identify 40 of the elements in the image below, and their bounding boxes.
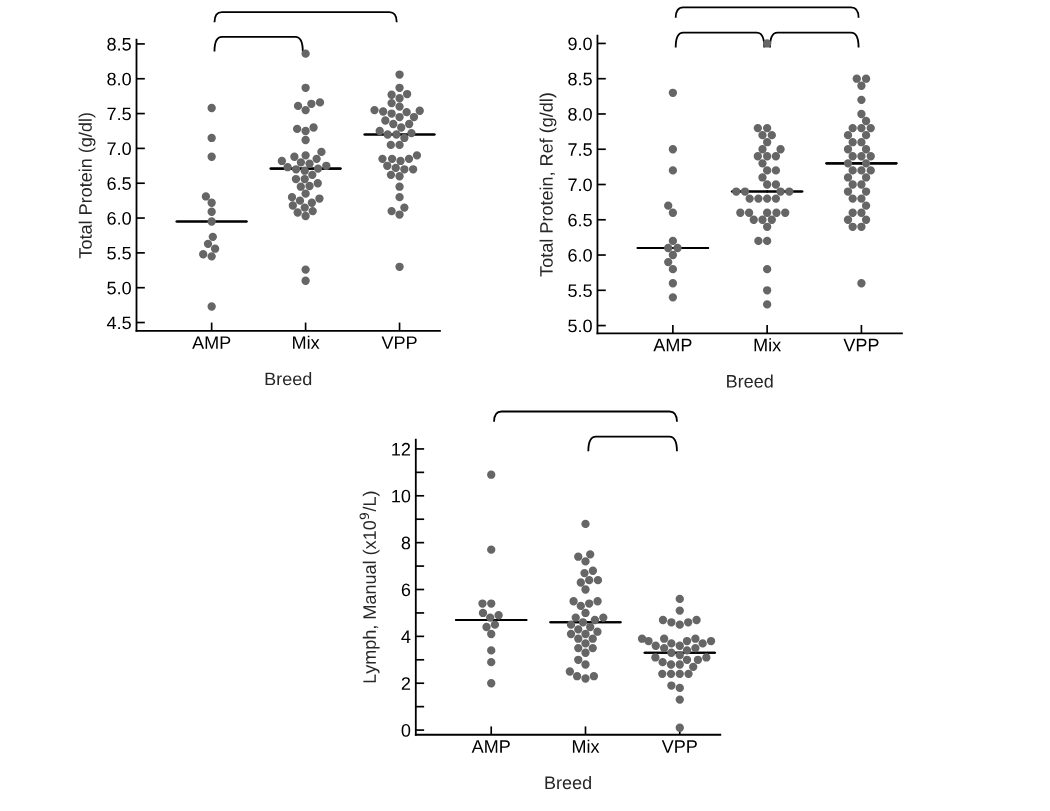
- y-tick-label: 8.5: [568, 72, 592, 86]
- y-tick-label: 9.0: [568, 37, 592, 51]
- x-tick-label: VPP: [843, 338, 879, 352]
- y-tick-label: 8: [401, 536, 411, 550]
- y-tick-label: 4.5: [106, 316, 131, 330]
- y-tick-label: 8.5: [107, 37, 131, 51]
- y-axis-title: Total Protein (g/dl): [78, 113, 96, 259]
- y-tick-label: 6.5: [568, 213, 592, 227]
- y-tick-label: 2: [401, 677, 411, 690]
- y-tick-label: 7.0: [107, 142, 131, 156]
- y-tick-label: 5.0: [107, 281, 131, 295]
- y-tick-label: 7.5: [107, 107, 131, 121]
- y-tick-label: 0: [401, 724, 411, 737]
- x-tick-label: AMP: [192, 336, 231, 349]
- y-tick-label: 5.0: [568, 319, 592, 333]
- y-tick-label: 6: [401, 583, 411, 597]
- y-tick-label: 5.5: [107, 247, 131, 260]
- y-tick-label: 6.0: [568, 248, 592, 262]
- x-axis-title: Breed: [545, 775, 591, 790]
- y-axis-title: Total Protein, Ref (g/dl): [539, 93, 557, 277]
- x-tick-label: Mix: [572, 739, 600, 753]
- y-tick-label: 5.5: [568, 284, 592, 298]
- x-tick-label: VPP: [661, 740, 697, 753]
- x-tick-label: AMP: [471, 740, 510, 753]
- y-tick-label: 7.5: [568, 143, 592, 156]
- y-tick-label: 6.0: [107, 211, 131, 225]
- x-tick-label: VPP: [381, 336, 417, 349]
- y-tick-label: 12: [392, 442, 411, 456]
- x-axis-title: Breed: [727, 374, 773, 388]
- x-tick-label: Mix: [293, 335, 320, 349]
- y-tick-label: 8.0: [568, 107, 592, 121]
- x-tick-label: AMP: [653, 338, 692, 352]
- x-tick-label: Mix: [754, 338, 781, 352]
- y-tick-label: 8.0: [107, 72, 131, 86]
- y-tick-label: 7.0: [568, 178, 592, 192]
- y-tick-label: 4: [401, 630, 411, 643]
- x-axis-title: Breed: [265, 372, 312, 386]
- y-axis-title: Lymph, Manual (x10$^{9}$/L): [359, 491, 380, 683]
- y-tick-label: 6.5: [107, 177, 131, 190]
- y-tick-label: 10: [392, 489, 411, 503]
